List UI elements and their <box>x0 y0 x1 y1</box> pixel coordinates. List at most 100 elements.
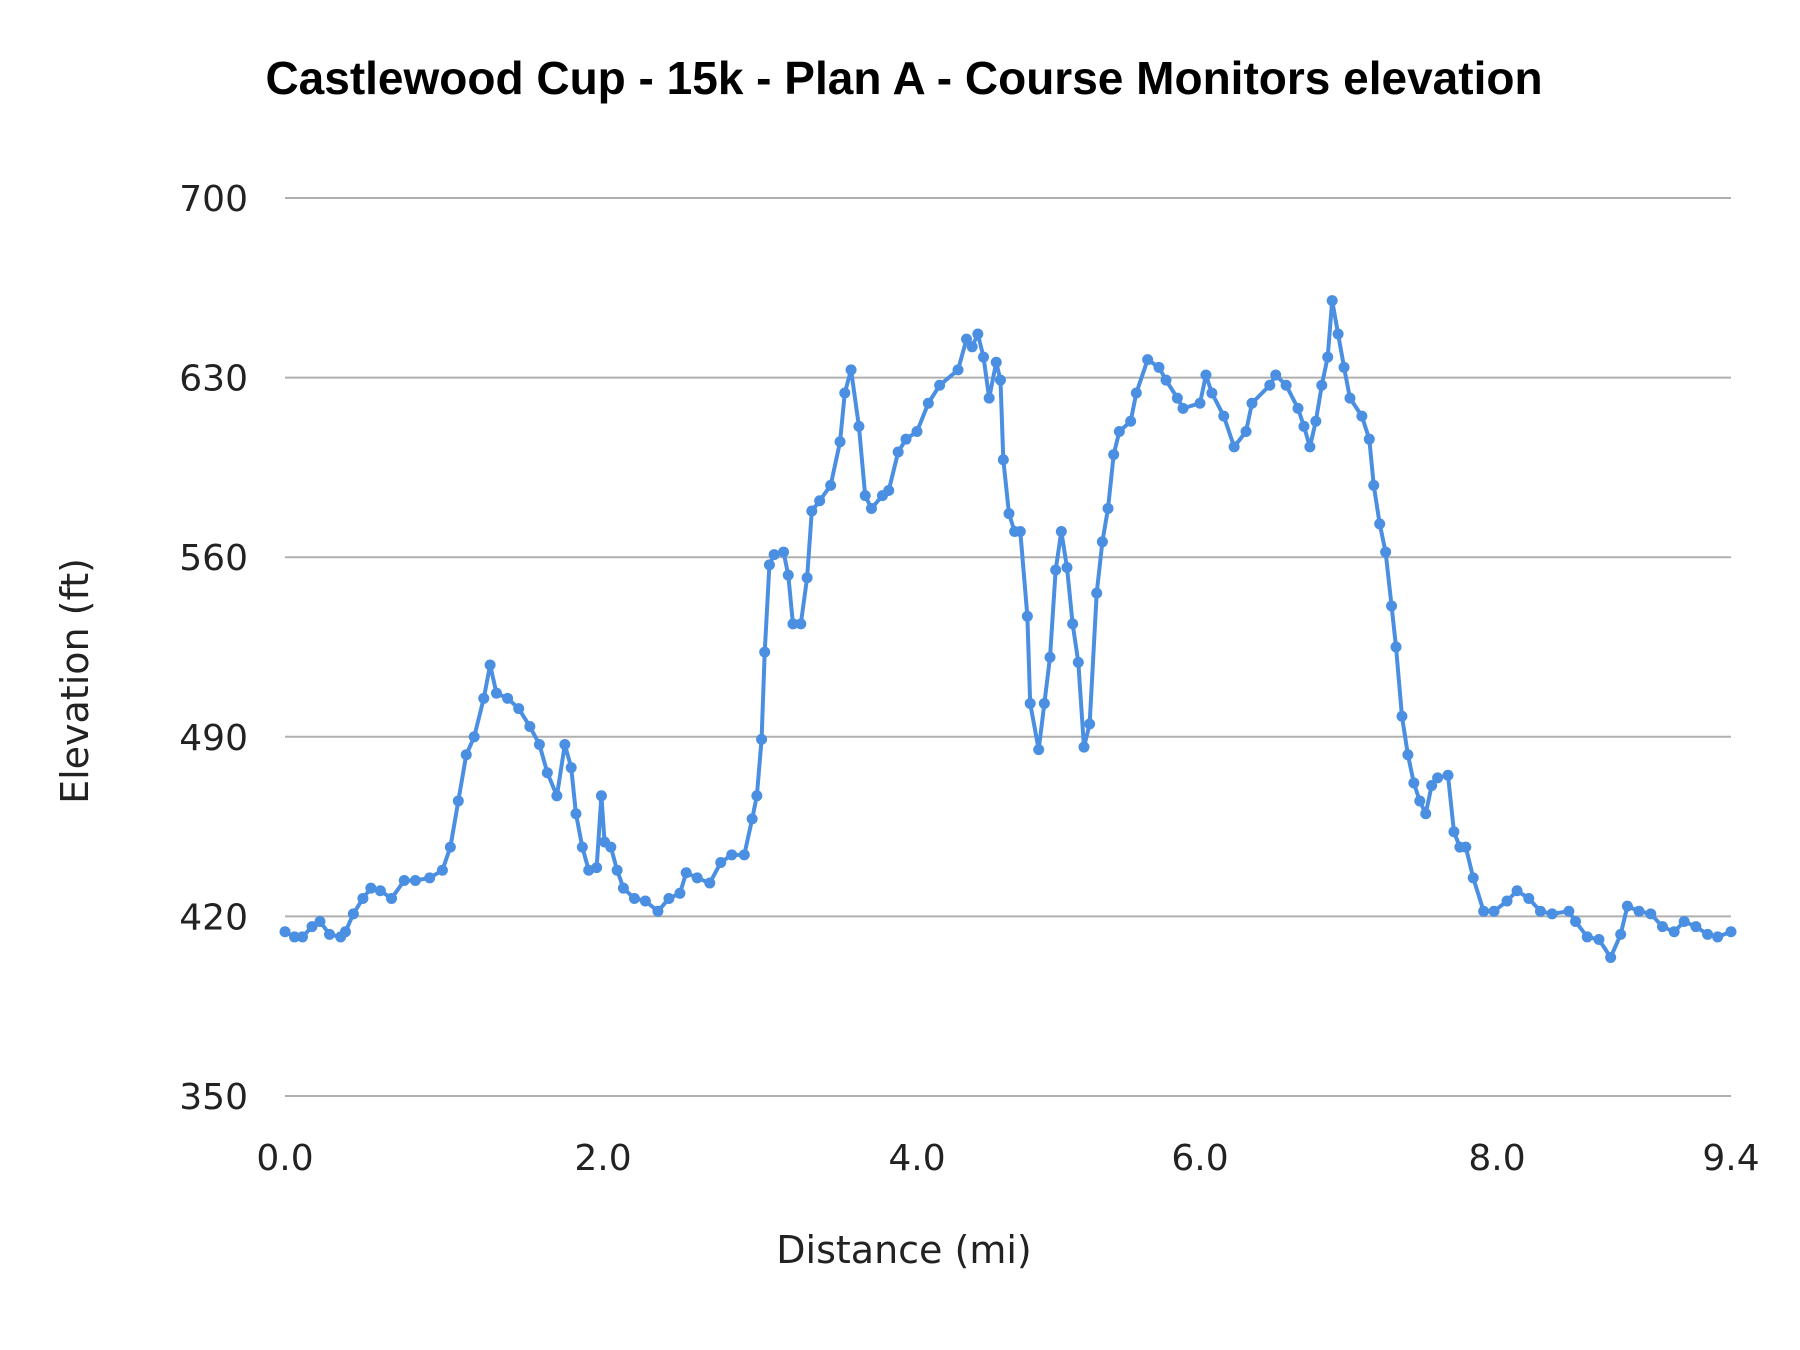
data-point <box>1050 564 1062 576</box>
data-point <box>1024 697 1036 709</box>
data-point <box>900 433 912 445</box>
data-point <box>787 618 799 630</box>
data-point <box>1310 415 1322 427</box>
data-point <box>1402 749 1414 761</box>
data-point <box>1593 933 1605 945</box>
data-point <box>952 364 964 376</box>
y-axis-ticks: 350 420 490 560 630 700 <box>179 179 248 1118</box>
data-point <box>1368 479 1380 491</box>
data-point <box>398 874 410 886</box>
data-point <box>1408 777 1420 789</box>
data-point <box>1014 526 1026 538</box>
data-point <box>289 931 301 943</box>
x-axis-title: Distance (mi) <box>776 1228 1031 1272</box>
data-point <box>628 892 640 904</box>
data-point <box>1194 397 1206 409</box>
data-point <box>972 328 984 340</box>
y-tick-label: 630 <box>179 359 248 400</box>
data-point <box>1316 379 1328 391</box>
data-point <box>1356 410 1368 422</box>
data-point <box>806 505 818 517</box>
data-point <box>1344 392 1356 404</box>
data-point <box>436 864 448 876</box>
data-point <box>1488 905 1500 917</box>
data-point <box>1374 518 1386 530</box>
data-point <box>347 908 359 920</box>
data-point <box>533 738 545 750</box>
data-point <box>1003 508 1015 520</box>
data-point <box>990 356 1002 368</box>
data-point <box>1363 433 1375 445</box>
y-tick-label: 700 <box>179 179 248 220</box>
data-point <box>551 790 563 802</box>
data-point <box>1091 587 1103 599</box>
data-point <box>639 895 651 907</box>
data-point <box>1581 931 1593 943</box>
data-point <box>1668 926 1680 938</box>
data-point <box>1322 351 1334 363</box>
data-point <box>1078 741 1090 753</box>
data-point <box>1448 826 1460 838</box>
data-point <box>1678 916 1690 928</box>
data-point <box>1228 441 1240 453</box>
data-point <box>1206 387 1218 399</box>
data-point <box>1246 397 1258 409</box>
data-point <box>1067 618 1079 630</box>
data-point <box>595 790 607 802</box>
data-point <box>966 341 978 353</box>
data-point <box>961 333 973 345</box>
data-point <box>559 738 571 750</box>
data-point <box>306 921 318 933</box>
data-point <box>576 841 588 853</box>
data-point <box>859 490 871 502</box>
data-point <box>983 392 995 404</box>
x-axis-ticks: 0.0 2.0 4.0 6.0 8.0 9.4 <box>256 1138 1759 1179</box>
data-point <box>1332 328 1344 340</box>
data-point <box>1725 926 1737 938</box>
data-point <box>746 813 758 825</box>
data-point <box>565 762 577 774</box>
data-point <box>490 687 502 699</box>
data-point <box>1621 900 1633 912</box>
data-point <box>759 646 771 658</box>
data-point <box>1633 905 1645 917</box>
data-point <box>1102 502 1114 514</box>
data-point <box>1021 610 1033 622</box>
data-point <box>478 692 490 704</box>
data-point <box>1142 354 1154 366</box>
data-point <box>296 931 308 943</box>
x-tick-label: 9.4 <box>1702 1138 1759 1179</box>
data-point <box>502 692 514 704</box>
data-point <box>1304 441 1316 453</box>
data-point <box>1442 769 1454 781</box>
data-point <box>978 351 990 363</box>
data-point <box>314 916 326 928</box>
data-point <box>1044 651 1056 663</box>
data-point <box>1534 905 1546 917</box>
x-tick-label: 0.0 <box>256 1138 313 1179</box>
data-point <box>1200 369 1212 381</box>
data-point <box>1298 420 1310 432</box>
data-point <box>1338 361 1350 373</box>
x-tick-label: 6.0 <box>1171 1138 1228 1179</box>
data-point <box>1380 546 1392 558</box>
data-point <box>865 502 877 514</box>
data-point <box>1546 908 1558 920</box>
data-point <box>839 387 851 399</box>
data-point <box>1511 885 1523 897</box>
y-tick-label: 490 <box>179 718 248 759</box>
x-tick-label: 4.0 <box>888 1138 945 1179</box>
data-point <box>541 767 553 779</box>
y-axis-title: Elevation (ft) <box>53 558 97 804</box>
data-point <box>591 862 603 874</box>
data-point <box>814 495 826 507</box>
data-point <box>922 397 934 409</box>
data-point <box>1478 905 1490 917</box>
data-point <box>1160 374 1172 386</box>
data-point <box>1420 808 1432 820</box>
data-point <box>1690 921 1702 933</box>
data-point <box>611 864 623 876</box>
data-point <box>1084 718 1096 730</box>
data-point <box>386 892 398 904</box>
x-tick-label: 8.0 <box>1468 1138 1525 1179</box>
